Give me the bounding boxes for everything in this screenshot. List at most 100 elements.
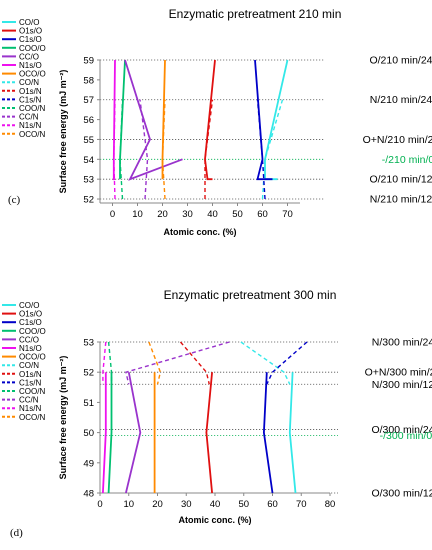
legend-label-o1s-o: O1s/O bbox=[19, 27, 42, 36]
legend-label-cc-n: CC/N bbox=[19, 396, 39, 405]
level-label-210-min-0: -/210 min/0 bbox=[382, 154, 432, 166]
legend-label-c1s-n: C1s/N bbox=[19, 95, 41, 104]
series-line-c1s-o bbox=[254, 59, 273, 181]
legend-label-n1s-o: N1s/O bbox=[19, 344, 42, 353]
y-tick-label: 48 bbox=[83, 489, 94, 500]
y-tick-label: 55 bbox=[83, 135, 94, 146]
y-tick-label: 57 bbox=[83, 95, 94, 106]
series-line-o1s-o bbox=[205, 372, 213, 494]
legend-label-oco-n: OCO/N bbox=[19, 413, 45, 422]
legend-label-oco-o: OCO/O bbox=[19, 70, 46, 79]
y-tick-label: 52 bbox=[83, 368, 94, 379]
x-tick-label: 50 bbox=[232, 209, 243, 220]
series-line-c1s-n bbox=[256, 99, 266, 200]
y-tick-label: 56 bbox=[83, 115, 94, 126]
level-label-n-300-min-120-s: N/300 min/120 s bbox=[372, 379, 432, 391]
level-label-o-210-min-120-s: O/210 min/120 s bbox=[369, 174, 432, 186]
y-axis-label: Surface free energy (mJ m⁻²) bbox=[58, 70, 68, 194]
legend-label-c1s-n: C1s/N bbox=[19, 378, 41, 387]
legend-label-oco-n: OCO/N bbox=[19, 130, 45, 139]
panel-letter: (d) bbox=[10, 527, 23, 539]
x-tick-label: 10 bbox=[123, 499, 134, 510]
surface-energy-chart-300: Enzymatic pretreatment 300 min 0 10 20 30 40 5… bbox=[2, 288, 432, 539]
legend-label-cc-o: CC/O bbox=[19, 52, 39, 61]
surface-energy-chart-210: Enzymatic pretreatment 210 min 0 10 20 30 40 5… bbox=[2, 7, 432, 237]
x-tick-label: 40 bbox=[210, 499, 221, 510]
series-line-oco-o bbox=[161, 59, 166, 180]
y-tick-label: 49 bbox=[83, 458, 94, 469]
x-tick-label: 0 bbox=[97, 499, 102, 510]
series-line-n1s-n bbox=[102, 341, 107, 385]
x-tick-label: 20 bbox=[157, 209, 168, 220]
legend-label-n1s-n: N1s/N bbox=[19, 121, 41, 130]
series-line-cc-n bbox=[139, 99, 149, 200]
level-label-o-n-300-min-240-s: O+N/300 min/240 s bbox=[365, 367, 432, 379]
series-line-coo-o bbox=[107, 372, 113, 494]
series-line-coo-n bbox=[119, 99, 124, 200]
level-label-o-300-min-240-s: O/300 min/240 s bbox=[371, 424, 432, 436]
x-tick-label: 50 bbox=[238, 499, 249, 510]
x-axis-label: Atomic conc. (%) bbox=[163, 227, 236, 237]
series-line-n1s-o bbox=[102, 372, 107, 494]
chart-title: Enzymatic pretreatment 210 min bbox=[169, 7, 342, 21]
series-line-cc-o bbox=[125, 372, 142, 494]
series-line-c1s-o bbox=[262, 372, 274, 494]
series-line-co-o bbox=[288, 372, 297, 494]
y-tick-label: 52 bbox=[83, 195, 94, 206]
y-tick-label: 50 bbox=[83, 428, 94, 439]
series-line-coo-n bbox=[107, 341, 113, 385]
series-line-c1s-n bbox=[266, 341, 308, 385]
y-tick-label: 58 bbox=[83, 75, 94, 86]
x-axis-label: Atomic conc. (%) bbox=[178, 515, 251, 525]
legend-label-o1s-n: O1s/N bbox=[19, 370, 42, 379]
series-line-cc-o bbox=[124, 59, 183, 181]
x-tick-label: 80 bbox=[325, 499, 336, 510]
level-label-o-n-210-min-240-s: O+N/210 min/240 s bbox=[363, 134, 432, 146]
level-label-n-210-min-240-s: N/210 min/240 s bbox=[370, 94, 432, 106]
series-line-oco-n bbox=[148, 341, 162, 385]
legend-label-cc-n: CC/N bbox=[19, 113, 39, 122]
x-tick-label: 30 bbox=[182, 209, 193, 220]
x-tick-label: 60 bbox=[267, 499, 278, 510]
legend-label-cc-o: CC/O bbox=[19, 335, 39, 344]
x-tick-label: 60 bbox=[257, 209, 268, 220]
x-tick-label: 0 bbox=[110, 209, 115, 220]
y-tick-label: 51 bbox=[83, 398, 94, 409]
x-tick-label: 70 bbox=[296, 499, 307, 510]
x-tick-label: 70 bbox=[282, 209, 293, 220]
chart-panel-d: Enzymatic pretreatment 300 min 0 10 20 30 40 5… bbox=[0, 275, 432, 550]
legend-label-n1s-n: N1s/N bbox=[19, 404, 41, 413]
series-line-co-n bbox=[261, 99, 284, 200]
level-label-o-300-min-120-s: O/300 min/120 s bbox=[371, 488, 432, 500]
legend-label-coo-o: COO/O bbox=[19, 327, 46, 336]
x-tick-label: 20 bbox=[152, 499, 163, 510]
legend-label-c1s-o: C1s/O bbox=[19, 35, 42, 44]
level-label-o-210-min-240-s: O/210 min/240 s bbox=[369, 55, 432, 67]
chart-title: Enzymatic pretreatment 300 min bbox=[164, 288, 337, 302]
legend-label-coo-n: COO/N bbox=[19, 104, 45, 113]
legend-label-c1s-o: C1s/O bbox=[19, 318, 42, 327]
legend-label-co-n: CO/N bbox=[19, 78, 39, 87]
series-line-oco-n bbox=[161, 99, 166, 200]
series-line-co-o bbox=[264, 59, 289, 181]
series-line-o1s-n bbox=[179, 341, 210, 385]
legend-label-o1s-o: O1s/O bbox=[19, 310, 42, 319]
series-line-cc-n bbox=[125, 341, 230, 385]
legend-label-o1s-n: O1s/N bbox=[19, 87, 42, 96]
series-line-o1s-n bbox=[204, 99, 214, 199]
y-tick-label: 53 bbox=[83, 175, 94, 186]
series-line-co-n bbox=[240, 341, 291, 385]
legend-label-oco-o: OCO/O bbox=[19, 353, 46, 362]
y-tick-label: 53 bbox=[83, 338, 94, 349]
level-label-n-300-min-240-s: N/300 min/240 s bbox=[372, 337, 432, 349]
legend-label-co-o: CO/O bbox=[19, 18, 39, 27]
legend-label-n1s-o: N1s/O bbox=[19, 61, 42, 70]
legend-label-co-n: CO/N bbox=[19, 361, 39, 370]
level-label-300-min-0-s: -/300 min/0 s bbox=[380, 430, 432, 442]
legend-label-coo-o: COO/O bbox=[19, 44, 46, 53]
y-tick-label: 59 bbox=[83, 56, 94, 67]
level-label-n-210-min-120-s: N/210 min/120 s bbox=[370, 194, 432, 206]
y-tick-label: 54 bbox=[83, 155, 94, 166]
y-axis-label: Surface free energy (mJ m⁻²) bbox=[58, 356, 68, 480]
x-tick-label: 10 bbox=[132, 209, 143, 220]
